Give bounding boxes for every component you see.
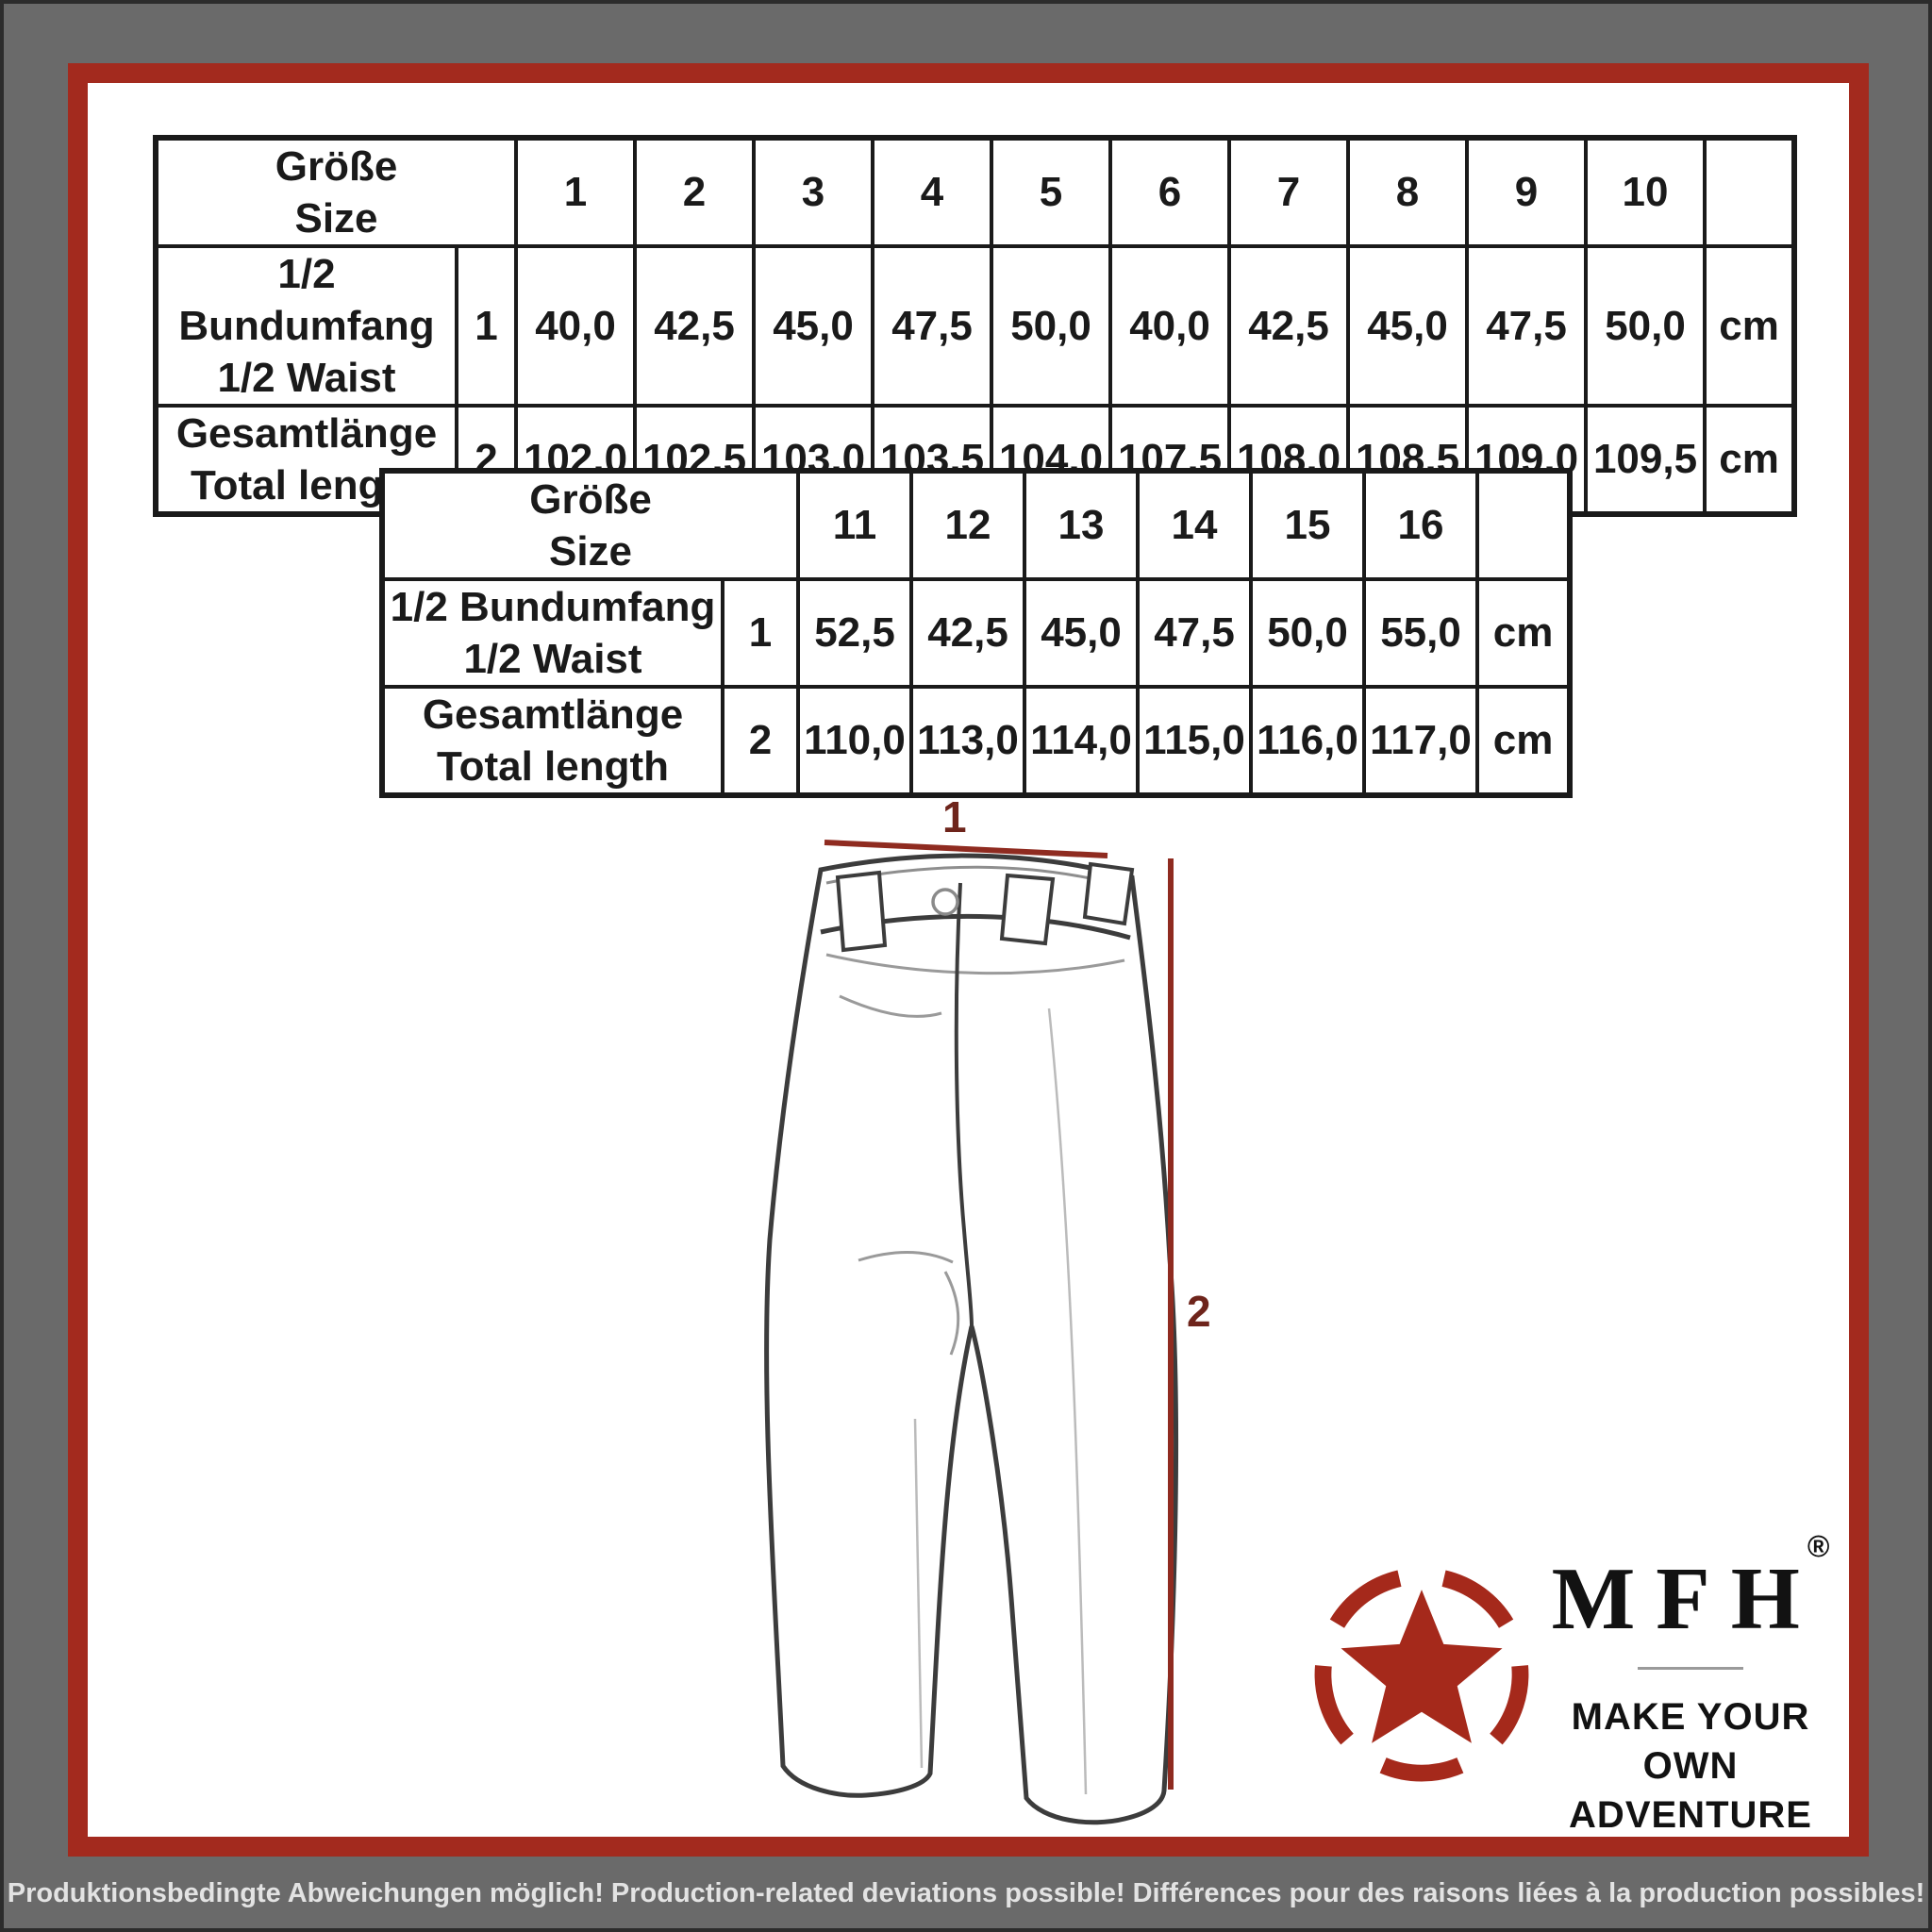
brand-name: MFH — [1551, 1550, 1821, 1648]
size-label-en: Size — [548, 528, 633, 575]
value-cell: 55,0 — [1362, 577, 1480, 689]
value-cell: 50,0 — [990, 244, 1113, 408]
row-index: 1 — [454, 244, 519, 408]
unit-cell: cm — [1475, 685, 1573, 797]
unit-cell: cm — [1703, 244, 1797, 408]
table-row: 1/2 Bundumfang 1/2 Waist 1 52,5 42,5 45,… — [380, 577, 1573, 689]
size-header-cell: 1 — [514, 136, 638, 248]
size-header-cell: 2 — [633, 136, 757, 248]
empty-corner-cell — [1703, 136, 1797, 248]
value-cell: 45,0 — [1346, 244, 1470, 408]
size-header-cell: 12 — [909, 469, 1027, 581]
tagline-line-2: ADVENTURE — [1569, 1793, 1812, 1836]
size-header-cell: 5 — [990, 136, 1113, 248]
row-label-de: Gesamtlänge — [422, 691, 684, 738]
size-header-cell: 3 — [752, 136, 875, 248]
value-cell: 50,0 — [1249, 577, 1367, 689]
value-cell: 117,0 — [1362, 685, 1480, 797]
size-header-label: Größe Size — [153, 136, 519, 248]
size-header-cell: 7 — [1227, 136, 1351, 248]
row-label: 1/2 Bundumfang 1/2 Waist — [380, 577, 724, 689]
value-cell: 42,5 — [909, 577, 1027, 689]
size-header-label: Größe Size — [379, 469, 801, 581]
size-label-de: Größe — [275, 143, 398, 190]
size-header-cell: 4 — [871, 136, 994, 248]
table-row: Gesamtlänge Total length 2 110,0 113,0 1… — [380, 685, 1573, 797]
logo-text-block: MFH® MAKE YOUR OWN ADVENTURE — [1521, 1530, 1860, 1840]
value-cell: 47,5 — [1136, 577, 1254, 689]
value-cell: 42,5 — [1227, 244, 1351, 408]
size-header-cell: 8 — [1346, 136, 1470, 248]
size-header-cell: 6 — [1108, 136, 1232, 248]
row-index: 1 — [720, 577, 801, 689]
value-cell: 114,0 — [1023, 685, 1141, 797]
row-label: 1/2 Bundumfang 1/2 Waist — [154, 244, 458, 408]
value-cell: 109,5 — [1584, 404, 1707, 516]
row-label-de: 1/2 Bundumfang — [178, 251, 435, 349]
mfh-star-icon — [1314, 1570, 1529, 1782]
empty-corner-cell — [1475, 469, 1573, 581]
row-label: Gesamtlänge Total length — [380, 685, 724, 797]
size-label-de: Größe — [529, 476, 652, 523]
brand-wordmark: MFH® — [1521, 1530, 1860, 1648]
registered-trademark-icon: ® — [1807, 1528, 1830, 1563]
row-label-en: 1/2 Waist — [217, 355, 396, 401]
size-header-cell: 15 — [1249, 469, 1367, 581]
value-cell: 40,0 — [514, 244, 638, 408]
value-cell: 113,0 — [909, 685, 1027, 797]
size-header-cell: 13 — [1023, 469, 1141, 581]
size-table-2: Größe Size 11 12 13 14 15 16 1/2 Bundumf… — [379, 468, 1574, 798]
table-row: 1/2 Bundumfang 1/2 Waist 1 40,0 42,5 45,… — [154, 244, 1797, 408]
value-cell: 52,5 — [796, 577, 914, 689]
value-cell: 47,5 — [1465, 244, 1589, 408]
size-header-cell: 11 — [796, 469, 914, 581]
size-header-cell: 14 — [1136, 469, 1254, 581]
size-header-cell: 9 — [1465, 136, 1589, 248]
value-cell: 47,5 — [871, 244, 994, 408]
row-label-de: Gesamtlänge — [175, 410, 438, 457]
tagline-line-1: MAKE YOUR OWN — [1571, 1695, 1810, 1787]
disclaimer-text: Produktionsbedingte Abweichungen möglich… — [7, 1878, 1925, 1908]
unit-cell: cm — [1475, 577, 1573, 689]
table-row: Größe Size 11 12 13 14 15 16 — [379, 469, 1573, 581]
value-cell: 42,5 — [633, 244, 757, 408]
row-label-en: Total length — [436, 743, 670, 790]
value-cell: 115,0 — [1136, 685, 1254, 797]
row-index: 2 — [720, 685, 801, 797]
unit-cell: cm — [1703, 404, 1797, 516]
value-cell: 116,0 — [1249, 685, 1367, 797]
size-label-en: Size — [294, 195, 378, 242]
value-cell: 40,0 — [1108, 244, 1232, 408]
value-cell: 50,0 — [1584, 244, 1707, 408]
row-label-en: 1/2 Waist — [463, 636, 642, 682]
size-header-cell: 10 — [1584, 136, 1707, 248]
size-header-cell: 16 — [1362, 469, 1480, 581]
value-cell: 110,0 — [796, 685, 914, 797]
size-table-1: Größe Size 1 2 3 4 5 6 7 8 9 10 1/2 Bund… — [153, 135, 1798, 517]
value-cell: 45,0 — [752, 244, 875, 408]
row-label-de: 1/2 Bundumfang — [390, 584, 716, 630]
table-row: Größe Size 1 2 3 4 5 6 7 8 9 10 — [153, 136, 1797, 248]
logo-divider — [1638, 1666, 1743, 1670]
value-cell: 45,0 — [1023, 577, 1141, 689]
